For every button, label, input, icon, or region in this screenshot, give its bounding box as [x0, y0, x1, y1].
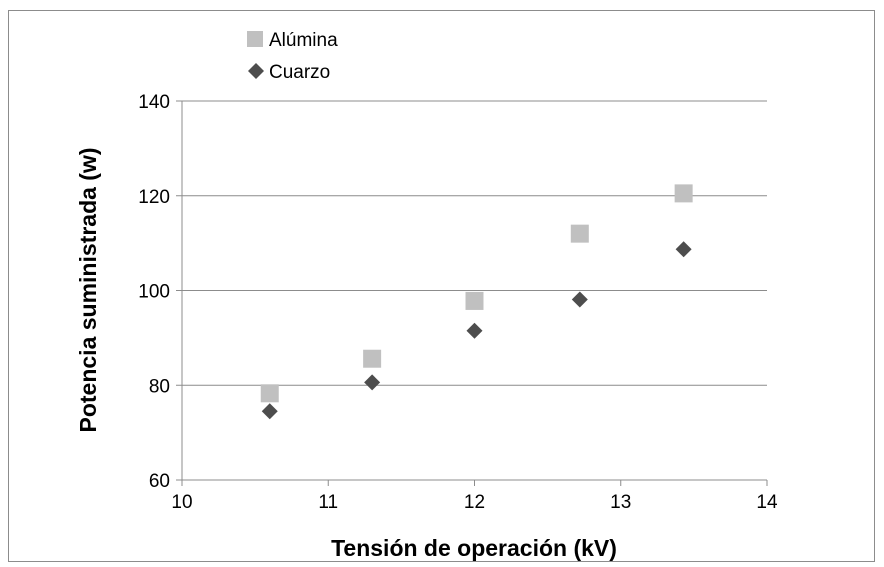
x-axis-title: Tensión de operación (kV) — [331, 535, 617, 561]
data-points — [260, 184, 693, 420]
point-cuarzo — [466, 322, 483, 339]
tick-labels: 60 80 100 120 140 10 11 12 13 14 — [138, 92, 778, 513]
axes — [176, 100, 768, 486]
legend-label-alumina: Alúmina — [269, 30, 338, 51]
legend: Alúmina Cuarzo — [247, 30, 338, 83]
point-alumina — [363, 349, 382, 368]
y-tick-label: 120 — [138, 187, 170, 208]
point-alumina — [674, 184, 693, 203]
x-tick-label: 11 — [318, 492, 338, 513]
y-tick-label: 100 — [138, 282, 170, 303]
legend-swatch-cuarzo — [248, 63, 264, 79]
y-tick-label: 80 — [149, 376, 170, 397]
x-tick-label: 13 — [610, 492, 631, 513]
x-tick-label: 12 — [464, 492, 485, 513]
legend-swatch-alumina — [247, 31, 263, 47]
legend-label-cuarzo: Cuarzo — [269, 62, 330, 83]
point-cuarzo — [364, 374, 381, 391]
y-tick-label: 140 — [138, 92, 170, 113]
point-alumina — [570, 224, 589, 243]
point-cuarzo — [675, 241, 692, 258]
gridlines — [182, 100, 767, 386]
x-tick-label: 10 — [171, 492, 192, 513]
y-tick-label: 60 — [149, 471, 170, 492]
y-axis-title: Potencia suministrada (w) — [75, 147, 101, 432]
point-alumina — [260, 384, 279, 403]
point-cuarzo — [571, 291, 588, 308]
x-tick-label: 14 — [756, 492, 778, 513]
point-alumina — [465, 291, 484, 310]
chart-frame — [8, 10, 875, 562]
point-cuarzo — [261, 403, 278, 420]
